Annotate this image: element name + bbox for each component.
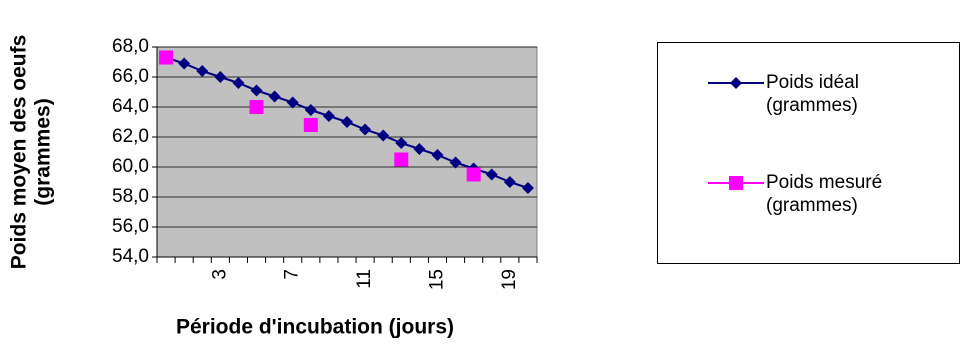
diamond-marker	[485, 168, 498, 181]
x-tick-label: 19	[499, 269, 520, 290]
diamond-marker	[431, 149, 444, 161]
diamond-marker	[413, 143, 426, 155]
square-marker	[729, 176, 743, 190]
y-tick-label: 68,0	[112, 36, 149, 57]
legend-item: Poids idéal (grammes)	[658, 71, 958, 131]
square-marker	[249, 100, 264, 114]
diamond-marker	[196, 65, 209, 77]
diamond-marker	[359, 123, 372, 136]
x-axis-title: Période d'incubation (jours)	[176, 316, 454, 339]
x-tick-label: 15	[426, 269, 447, 290]
diamond-marker	[304, 104, 317, 116]
diamond-marker	[395, 137, 408, 149]
plot-area	[156, 46, 538, 258]
x-tick-label: 3	[209, 269, 230, 280]
y-tick-label: 62,0	[112, 126, 149, 147]
legend-swatch	[708, 176, 764, 190]
legend-item: Poids mesuré (grammes)	[658, 171, 958, 231]
square-marker	[466, 167, 481, 182]
diamond-marker	[214, 71, 227, 83]
diamond-marker	[322, 110, 335, 122]
legend: Poids idéal (grammes) Poids mesuré (gramm…	[657, 42, 960, 264]
x-tick-label: 11	[354, 269, 375, 289]
diamond-marker	[449, 156, 462, 169]
diamond-marker	[268, 90, 281, 103]
diamond-marker	[377, 129, 390, 142]
y-axis-title: Poids moyen des oeufs	[8, 35, 31, 270]
diamond-marker	[232, 77, 245, 89]
y-axis-title: (grammes)	[32, 98, 55, 205]
y-tick-label: 54,0	[112, 246, 149, 267]
y-tick-label: 66,0	[112, 66, 149, 87]
square-marker	[394, 152, 409, 167]
diamond-marker	[286, 96, 299, 109]
legend-label: Poids idéal (grammes)	[766, 72, 859, 116]
square-marker	[303, 118, 318, 132]
diamond-marker	[178, 57, 191, 70]
square-marker	[159, 50, 174, 65]
diamond-marker	[503, 176, 516, 188]
diamond-marker	[521, 182, 534, 194]
legend-label: Poids mesuré (grammes)	[766, 172, 883, 216]
diamond-marker	[341, 116, 353, 128]
legend-swatch	[708, 77, 764, 89]
y-tick-label: 56,0	[112, 216, 149, 237]
diamond-marker	[730, 77, 742, 89]
y-tick-label: 60,0	[112, 156, 149, 177]
y-tick-label: 58,0	[112, 186, 149, 207]
x-tick-label: 7	[282, 269, 303, 280]
y-tick-label: 64,0	[112, 96, 149, 117]
diamond-marker	[250, 84, 263, 97]
